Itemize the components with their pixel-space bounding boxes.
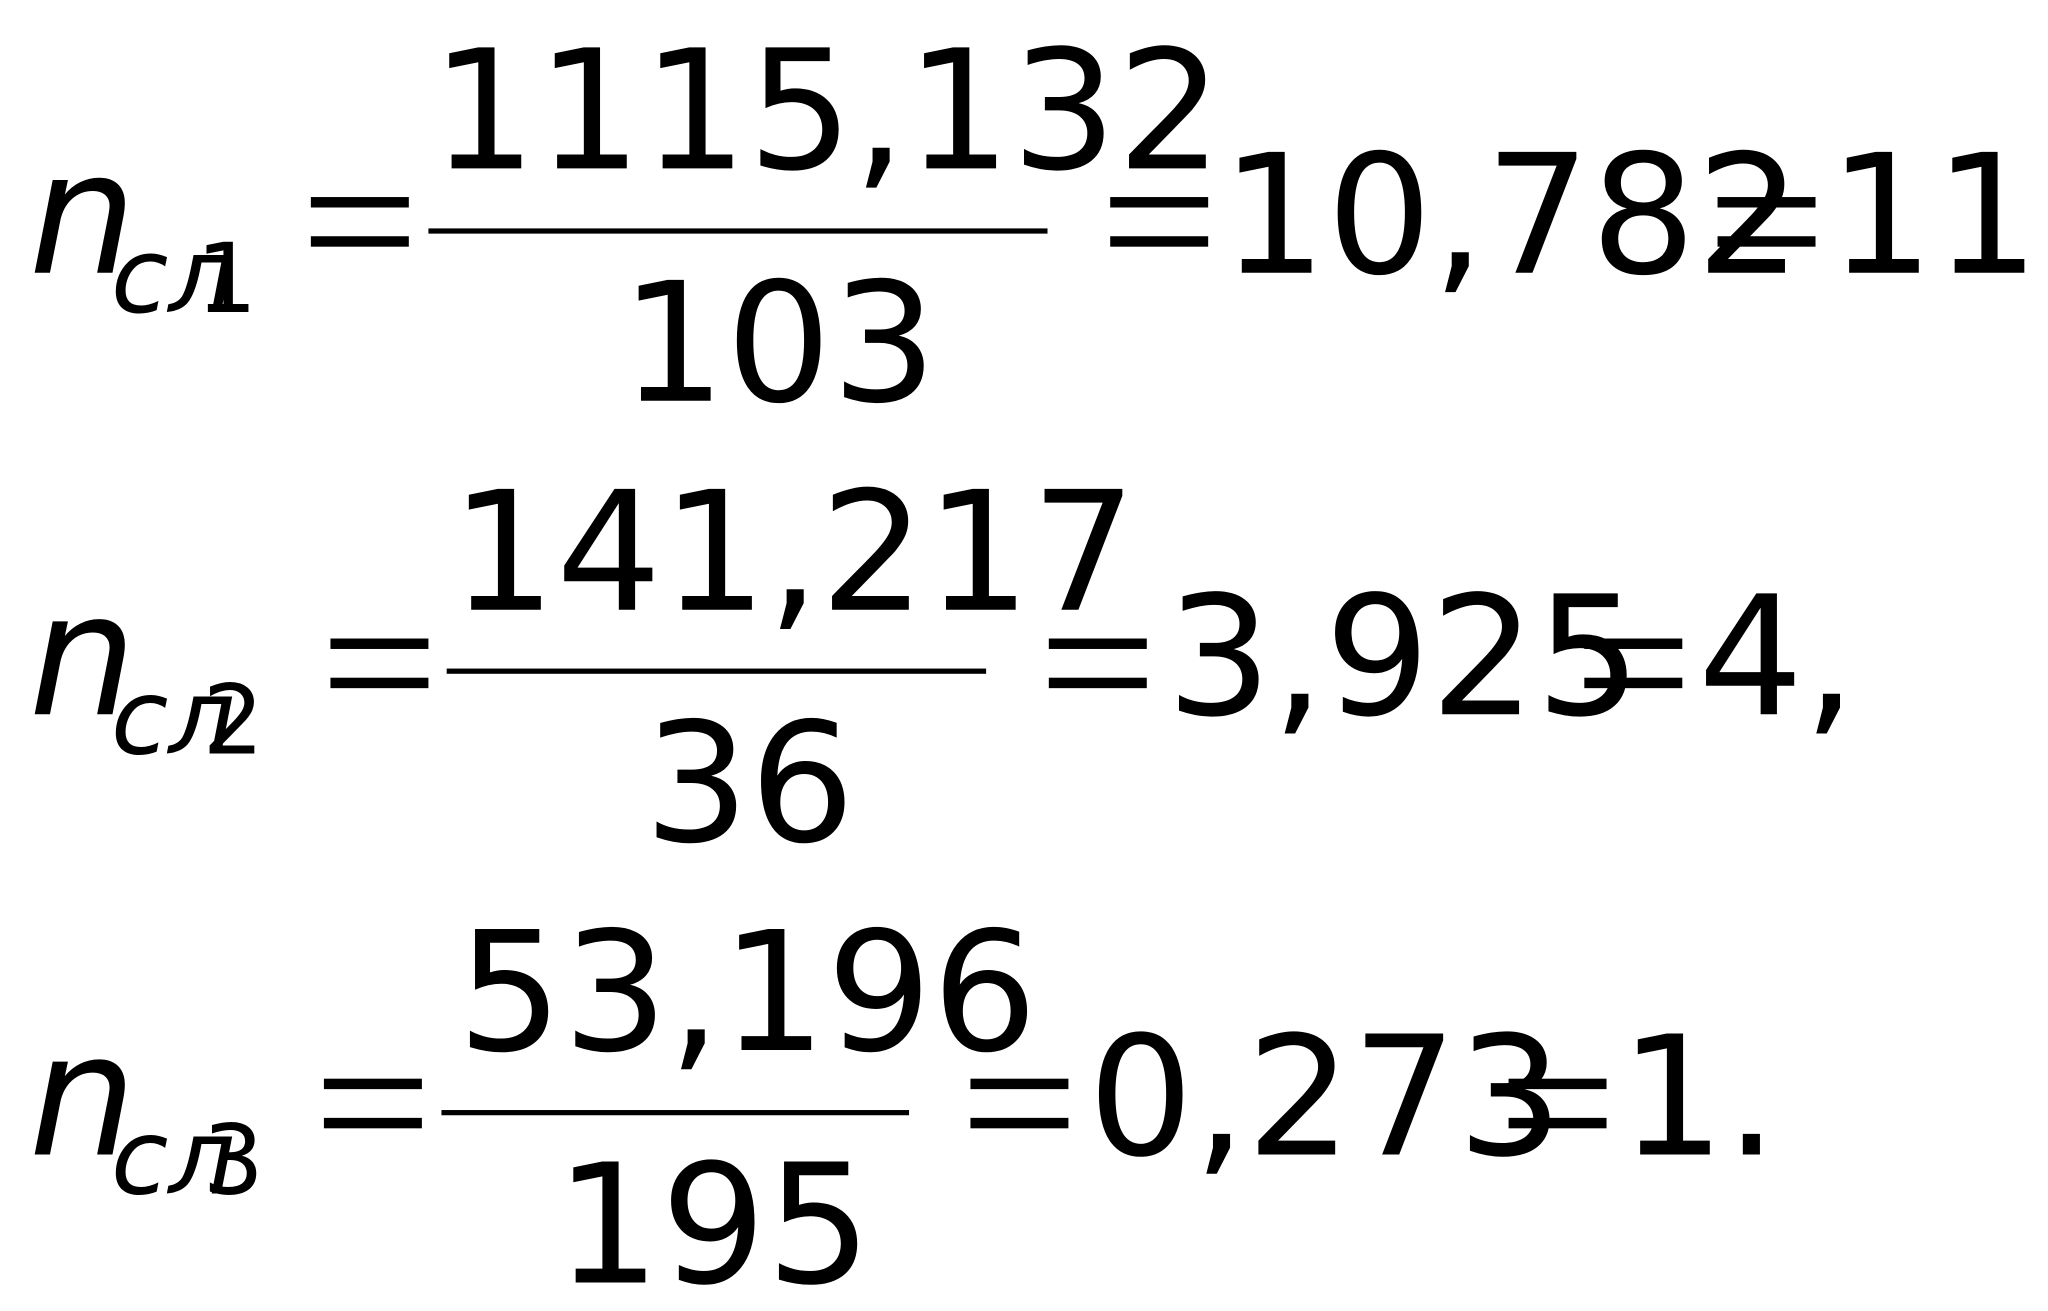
equals-sign-bar xyxy=(1584,677,1683,689)
equals-sign-bar xyxy=(1110,236,1209,247)
equals-sign-bar xyxy=(310,236,409,247)
result: 3,925 xyxy=(1166,561,1641,754)
rounded-result: 4, xyxy=(1698,561,1856,754)
numerator: 53,196 xyxy=(457,897,1037,1090)
result: 10,782 xyxy=(1221,120,1801,313)
equals-sign-bar xyxy=(1717,197,1816,208)
equals-sign-bar xyxy=(1048,677,1147,689)
denominator: 195 xyxy=(555,1129,872,1311)
equals-sign-bar xyxy=(970,1117,1069,1129)
equals-sign-bar xyxy=(1508,1117,1607,1129)
variable: n xyxy=(29,116,137,314)
equals-sign-bar xyxy=(1110,197,1209,208)
rounded-result: 1. xyxy=(1620,1001,1778,1194)
equals-sign-bar xyxy=(330,677,429,689)
variable: n xyxy=(29,997,137,1195)
subscript: сл xyxy=(111,1097,235,1219)
variable: n xyxy=(29,557,137,755)
subscript-index: 3 xyxy=(202,1104,264,1217)
denominator: 36 xyxy=(644,688,855,881)
fraction-line xyxy=(428,228,1048,234)
equals-sign-bar xyxy=(970,1078,1069,1090)
subscript: сл xyxy=(111,656,235,778)
subscript-index: 1 xyxy=(196,222,258,335)
fraction-line xyxy=(441,1110,910,1116)
equals-sign-bar xyxy=(310,197,409,208)
equals-sign-bar xyxy=(1508,1078,1607,1090)
denominator: 103 xyxy=(620,248,937,441)
subscript: сл xyxy=(111,215,235,337)
subscript-index: 2 xyxy=(202,663,264,776)
equals-sign-bar xyxy=(1584,638,1683,649)
numerator: 141,217 xyxy=(451,457,1137,650)
equals-sign-bar xyxy=(323,1117,422,1129)
equals-sign-bar xyxy=(330,638,429,649)
equals-sign-bar xyxy=(323,1078,422,1090)
rounded-result: 11, xyxy=(1829,120,2048,313)
fraction-line xyxy=(446,668,987,674)
numerator: 1115,132 xyxy=(431,15,1222,208)
equals-sign-bar xyxy=(1048,638,1147,649)
equals-sign-bar xyxy=(1717,236,1816,247)
result: 0,273 xyxy=(1088,1001,1563,1194)
